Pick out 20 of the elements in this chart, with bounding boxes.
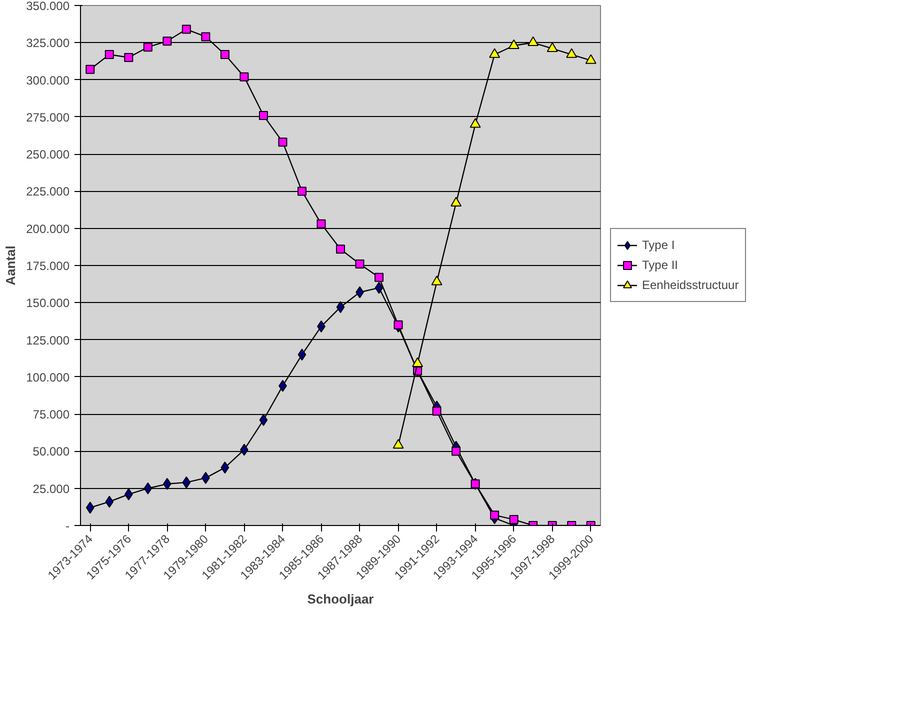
- y-axis-title: Aantal: [3, 246, 18, 286]
- y-tick-label: -: [66, 519, 70, 533]
- y-tick-label: 175.000: [26, 259, 70, 273]
- y-tick-label: 350.000: [26, 0, 70, 13]
- y-tick-label: 150.000: [26, 296, 70, 310]
- y-tick-label: 325.000: [26, 36, 70, 50]
- y-tick-label: 75.000: [32, 408, 70, 422]
- y-tick-label: 300.000: [26, 73, 70, 88]
- y-tick-label: 125.000: [26, 333, 70, 348]
- legend-label: Type II: [642, 258, 678, 272]
- y-tick-label: 250.000: [26, 148, 70, 162]
- legend-label: Eenheidsstructuur: [642, 278, 739, 292]
- legend-label: Type I: [642, 238, 675, 252]
- x-axis-title: Schooljaar: [307, 591, 374, 606]
- y-tick-label: 225.000: [26, 184, 70, 199]
- y-tick-label: 200.000: [26, 222, 70, 236]
- y-tick-label: 50.000: [32, 444, 70, 459]
- y-tick-label: 25.000: [32, 482, 70, 496]
- y-tick-label: 100.000: [26, 370, 70, 384]
- y-tick-label: 275.000: [26, 110, 70, 124]
